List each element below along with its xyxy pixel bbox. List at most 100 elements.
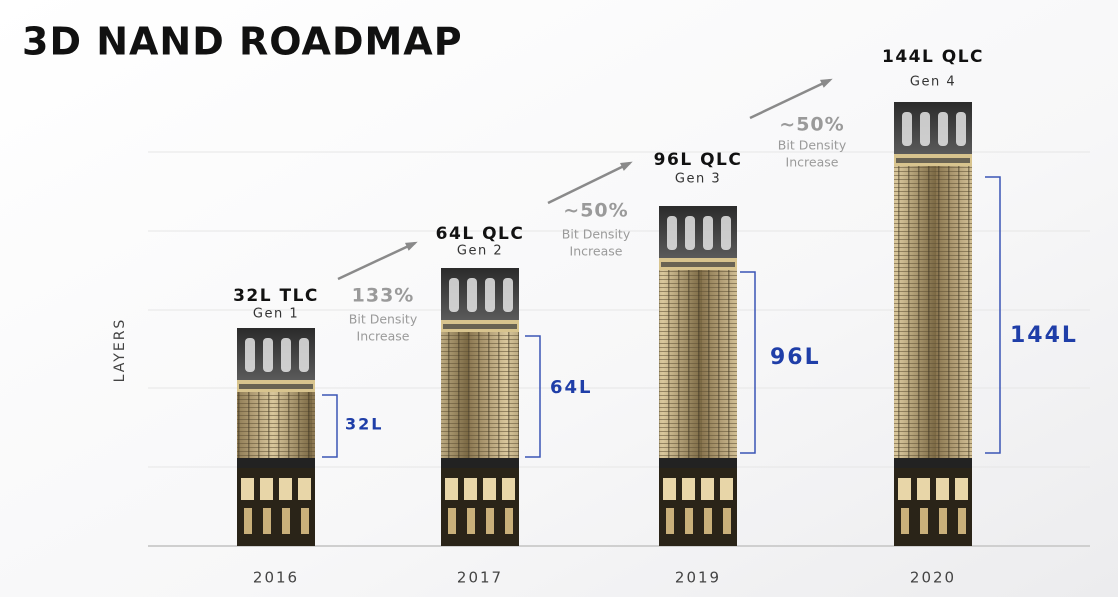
logic-part bbox=[505, 508, 513, 534]
increase-caption: Increase bbox=[570, 244, 623, 259]
logic-part bbox=[704, 508, 712, 534]
logic-part bbox=[898, 478, 911, 500]
logic-part bbox=[685, 508, 693, 534]
layer-count: 96L bbox=[770, 345, 821, 370]
logic-part bbox=[241, 478, 254, 500]
logic-part bbox=[955, 478, 968, 500]
column-year: 2016 bbox=[253, 569, 299, 587]
logic-part bbox=[723, 508, 731, 534]
arrow-head bbox=[620, 161, 633, 171]
stack-band-dots bbox=[239, 384, 313, 389]
pillar bbox=[703, 216, 713, 250]
title: 3D NAND ROADMAP bbox=[22, 20, 463, 64]
stack-band-dots bbox=[443, 324, 517, 329]
pillar bbox=[467, 278, 477, 312]
logic-part bbox=[244, 508, 252, 534]
column-year: 2019 bbox=[675, 569, 721, 587]
pillar bbox=[956, 112, 966, 146]
pillar bbox=[485, 278, 495, 312]
stack-dark bbox=[237, 458, 315, 468]
arrow-head bbox=[405, 241, 418, 251]
stack-layers-v bbox=[659, 270, 737, 458]
logic-part bbox=[486, 508, 494, 534]
column-name: 64L QLC bbox=[436, 224, 525, 244]
layer-count: 144L bbox=[1010, 323, 1078, 348]
logic-part bbox=[720, 478, 733, 500]
stack-layers-v bbox=[894, 166, 972, 458]
increase-percent: 133% bbox=[352, 285, 415, 307]
logic-part bbox=[301, 508, 309, 534]
increase-percent: ~50% bbox=[779, 114, 844, 136]
stack-dark bbox=[894, 458, 972, 468]
logic-part bbox=[920, 508, 928, 534]
logic-part bbox=[958, 508, 966, 534]
logic-part bbox=[279, 478, 292, 500]
pillar bbox=[938, 112, 948, 146]
logic-part bbox=[445, 478, 458, 500]
arrow bbox=[337, 241, 416, 281]
logic-part bbox=[298, 478, 311, 500]
logic-part bbox=[682, 478, 695, 500]
logic-part bbox=[282, 508, 290, 534]
pillar bbox=[667, 216, 677, 250]
increase-percent: ~50% bbox=[563, 200, 628, 222]
increase-caption: Bit Density bbox=[349, 312, 418, 327]
bracket bbox=[740, 271, 756, 454]
logic-part bbox=[260, 478, 273, 500]
nand-stack bbox=[894, 102, 972, 546]
column-year: 2020 bbox=[910, 569, 956, 587]
logic-part bbox=[663, 478, 676, 500]
logic-part bbox=[901, 508, 909, 534]
increase-caption: Increase bbox=[357, 329, 410, 344]
pillar bbox=[721, 216, 731, 250]
stack-dark bbox=[441, 458, 519, 468]
layer-count: 32L bbox=[345, 415, 383, 434]
increase-caption: Bit Density bbox=[778, 138, 847, 153]
bracket bbox=[525, 335, 541, 458]
increase-caption: Bit Density bbox=[562, 227, 631, 242]
stack-dark bbox=[659, 458, 737, 468]
pillar bbox=[503, 278, 513, 312]
pillar bbox=[449, 278, 459, 312]
logic-part bbox=[701, 478, 714, 500]
increase-caption: Increase bbox=[786, 155, 839, 170]
nand-stack bbox=[659, 206, 737, 546]
column-name: 96L QLC bbox=[654, 150, 743, 170]
nand-stack bbox=[237, 328, 315, 546]
pillar bbox=[299, 338, 309, 372]
column-gen: Gen 3 bbox=[675, 172, 721, 187]
bracket bbox=[985, 176, 1001, 454]
logic-part bbox=[502, 478, 515, 500]
arrow bbox=[749, 78, 831, 120]
column-gen: Gen 4 bbox=[910, 75, 956, 90]
logic-part bbox=[936, 478, 949, 500]
arrow bbox=[547, 161, 631, 205]
arrow-head bbox=[820, 78, 833, 88]
stack-band-dots bbox=[661, 262, 735, 267]
logic-part bbox=[464, 478, 477, 500]
pillar bbox=[685, 216, 695, 250]
pillar bbox=[245, 338, 255, 372]
logic-part bbox=[263, 508, 271, 534]
axis-label: LAYERS bbox=[112, 318, 128, 383]
logic-part bbox=[939, 508, 947, 534]
logic-part bbox=[917, 478, 930, 500]
logic-part bbox=[666, 508, 674, 534]
stack-layers-v bbox=[441, 332, 519, 458]
logic-part bbox=[483, 478, 496, 500]
pillar bbox=[281, 338, 291, 372]
nand-stack bbox=[441, 268, 519, 546]
logic-part bbox=[467, 508, 475, 534]
column-gen: Gen 1 bbox=[253, 307, 299, 322]
column-year: 2017 bbox=[457, 569, 503, 587]
pillar bbox=[263, 338, 273, 372]
column-gen: Gen 2 bbox=[457, 244, 503, 259]
layer-count: 64L bbox=[550, 377, 593, 398]
column-name: 144L QLC bbox=[882, 47, 984, 67]
column-name: 32L TLC bbox=[233, 286, 319, 306]
pillar bbox=[902, 112, 912, 146]
bracket bbox=[322, 394, 338, 458]
pillar bbox=[920, 112, 930, 146]
stack-layers-v bbox=[237, 392, 315, 458]
